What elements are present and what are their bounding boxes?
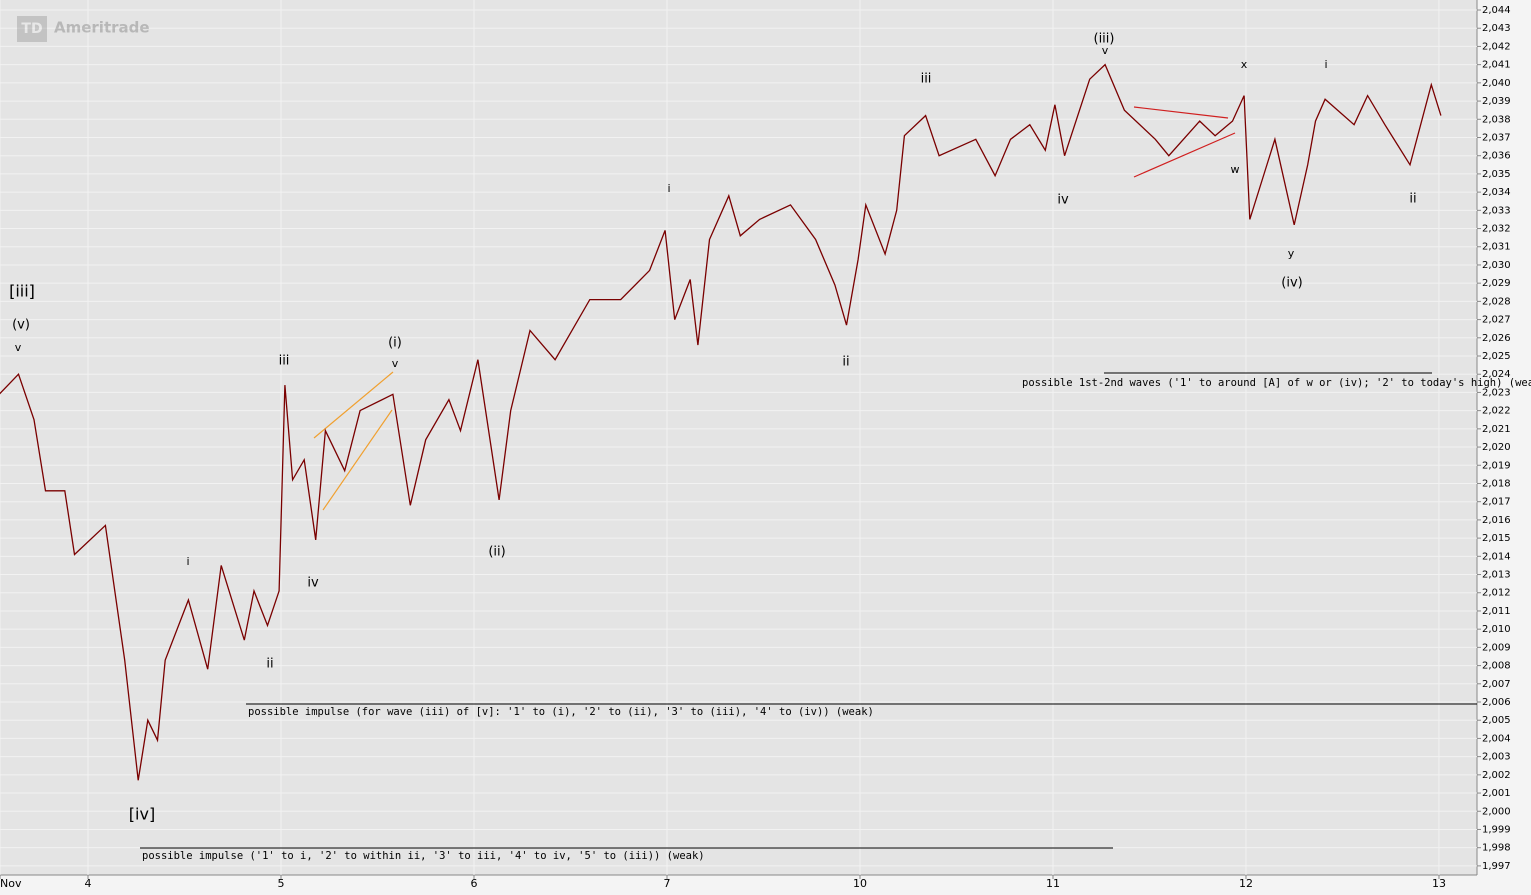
y-tick-label: 2,038: [1482, 114, 1511, 125]
logo-badge-text: TD: [21, 21, 42, 37]
y-tick-label: 2,009: [1482, 642, 1511, 653]
y-tick-label: 2,021: [1482, 424, 1511, 435]
wave-label: v: [15, 341, 22, 354]
wave-label: (iv): [1281, 276, 1302, 291]
wave-label: y: [1288, 247, 1295, 260]
x-tick-label: 11: [1046, 877, 1060, 890]
wave-label: i: [667, 182, 670, 195]
y-tick-label: 2,028: [1482, 296, 1511, 307]
y-tick-label: 2,035: [1482, 169, 1511, 180]
wave-label: [iii]: [9, 282, 35, 301]
y-tick-label: 2,043: [1482, 23, 1511, 34]
note: possible impulse (for wave (iii) of [v]:…: [248, 706, 874, 718]
time-axis-panel: [0, 875, 1477, 895]
channel-line: [313, 371, 394, 439]
y-tick-label: 2,006: [1482, 697, 1511, 708]
x-tick-label: Nov: [0, 877, 22, 890]
wave-label: (i): [388, 336, 402, 351]
y-tick-label: 2,001: [1482, 788, 1511, 799]
y-tick-label: 2,031: [1482, 242, 1511, 253]
x-tick-label: 12: [1239, 877, 1253, 890]
y-tick-label: 2,020: [1482, 442, 1511, 453]
y-tick-label: 2,026: [1482, 333, 1511, 344]
y-tick-label: 2,033: [1482, 205, 1511, 216]
x-tick-label: 4: [85, 877, 92, 890]
y-tick-label: 1,997: [1482, 861, 1511, 872]
y-tick-label: 2,017: [1482, 497, 1511, 508]
y-tick-label: 2,025: [1482, 351, 1511, 362]
grid: [0, 0, 1477, 875]
y-tick-label: 2,042: [1482, 41, 1511, 52]
y-tick-label: 2,022: [1482, 406, 1511, 417]
y-tick-label: 2,015: [1482, 533, 1511, 544]
wave-label: v: [392, 357, 399, 370]
y-tick-label: 2,005: [1482, 715, 1511, 726]
y-tick-label: 2,011: [1482, 606, 1511, 617]
wave-label: ii: [266, 657, 273, 672]
y-tick-label: 2,010: [1482, 624, 1511, 635]
y-tick-label: 2,003: [1482, 752, 1511, 763]
y-tick-label: 2,034: [1482, 187, 1511, 198]
y-tick-label: 2,039: [1482, 96, 1511, 107]
wave-label: iv: [1057, 193, 1069, 208]
y-tick-label: 2,024: [1482, 369, 1511, 380]
wave-label: x: [1241, 58, 1248, 71]
y-tick-label: 2,036: [1482, 151, 1511, 162]
wave-label: iii: [279, 354, 290, 369]
y-tick-label: 2,018: [1482, 478, 1511, 489]
y-tick-label: 2,044: [1482, 5, 1511, 16]
y-tick-label: 2,019: [1482, 460, 1511, 471]
x-tick-label: 10: [853, 877, 867, 890]
note: possible 1st-2nd waves ('1' to around [A…: [1022, 377, 1531, 389]
y-tick-label: 2,041: [1482, 60, 1511, 71]
y-tick-label: 2,040: [1482, 78, 1511, 89]
wave-label: i: [1324, 58, 1327, 71]
wave-label: w: [1231, 163, 1240, 176]
y-tick-label: 2,016: [1482, 515, 1511, 526]
y-tick-label: 2,030: [1482, 260, 1511, 271]
y-tick-label: 2,013: [1482, 570, 1511, 581]
wave-label: (ii): [488, 545, 505, 560]
x-tick-label: 13: [1432, 877, 1446, 890]
x-tick-label: 6: [470, 877, 477, 890]
y-tick-label: 2,012: [1482, 588, 1511, 599]
y-tick-label: 2,023: [1482, 387, 1511, 398]
wave-label: [iv]: [129, 805, 155, 824]
triangle-line: [1133, 106, 1229, 119]
plot-background: [0, 0, 1477, 875]
price-axis-panel: [1477, 0, 1531, 895]
wave-label: ii: [842, 355, 849, 370]
note: possible impulse ('1' to i, '2' to withi…: [142, 850, 705, 862]
y-tick-label: 1,999: [1482, 824, 1511, 835]
logo-badge: [17, 16, 47, 42]
triangle-line: [1133, 132, 1236, 178]
y-tick-label: 2,000: [1482, 806, 1511, 817]
wave-label: iii: [921, 72, 932, 87]
y-tick-label: 2,008: [1482, 661, 1511, 672]
wave-label: v: [1102, 44, 1109, 57]
wave-label: (iii): [1094, 32, 1115, 47]
x-tick-label: 5: [278, 877, 285, 890]
y-tick-label: 2,002: [1482, 770, 1511, 781]
price-line: [0, 63, 1442, 781]
y-tick-label: 2,014: [1482, 551, 1511, 562]
y-tick-label: 2,032: [1482, 224, 1511, 235]
y-tick-label: 2,037: [1482, 132, 1511, 143]
logo-text: Ameritrade: [54, 19, 150, 37]
channel-line: [322, 409, 393, 511]
y-tick-label: 2,007: [1482, 679, 1511, 690]
logo: TD Ameritrade: [17, 16, 150, 42]
wave-label: iv: [307, 576, 319, 591]
wave-label: ii: [1409, 192, 1416, 207]
wave-label: (v): [12, 318, 30, 333]
wave-label: i: [186, 555, 189, 568]
y-tick-label: 2,029: [1482, 278, 1511, 289]
note-lines: [140, 372, 1477, 849]
y-tick-label: 1,998: [1482, 843, 1511, 854]
y-tick-label: 2,004: [1482, 733, 1511, 744]
x-tick-label: 7: [663, 877, 670, 890]
y-tick-label: 2,027: [1482, 315, 1511, 326]
wave-lines: [313, 106, 1236, 511]
